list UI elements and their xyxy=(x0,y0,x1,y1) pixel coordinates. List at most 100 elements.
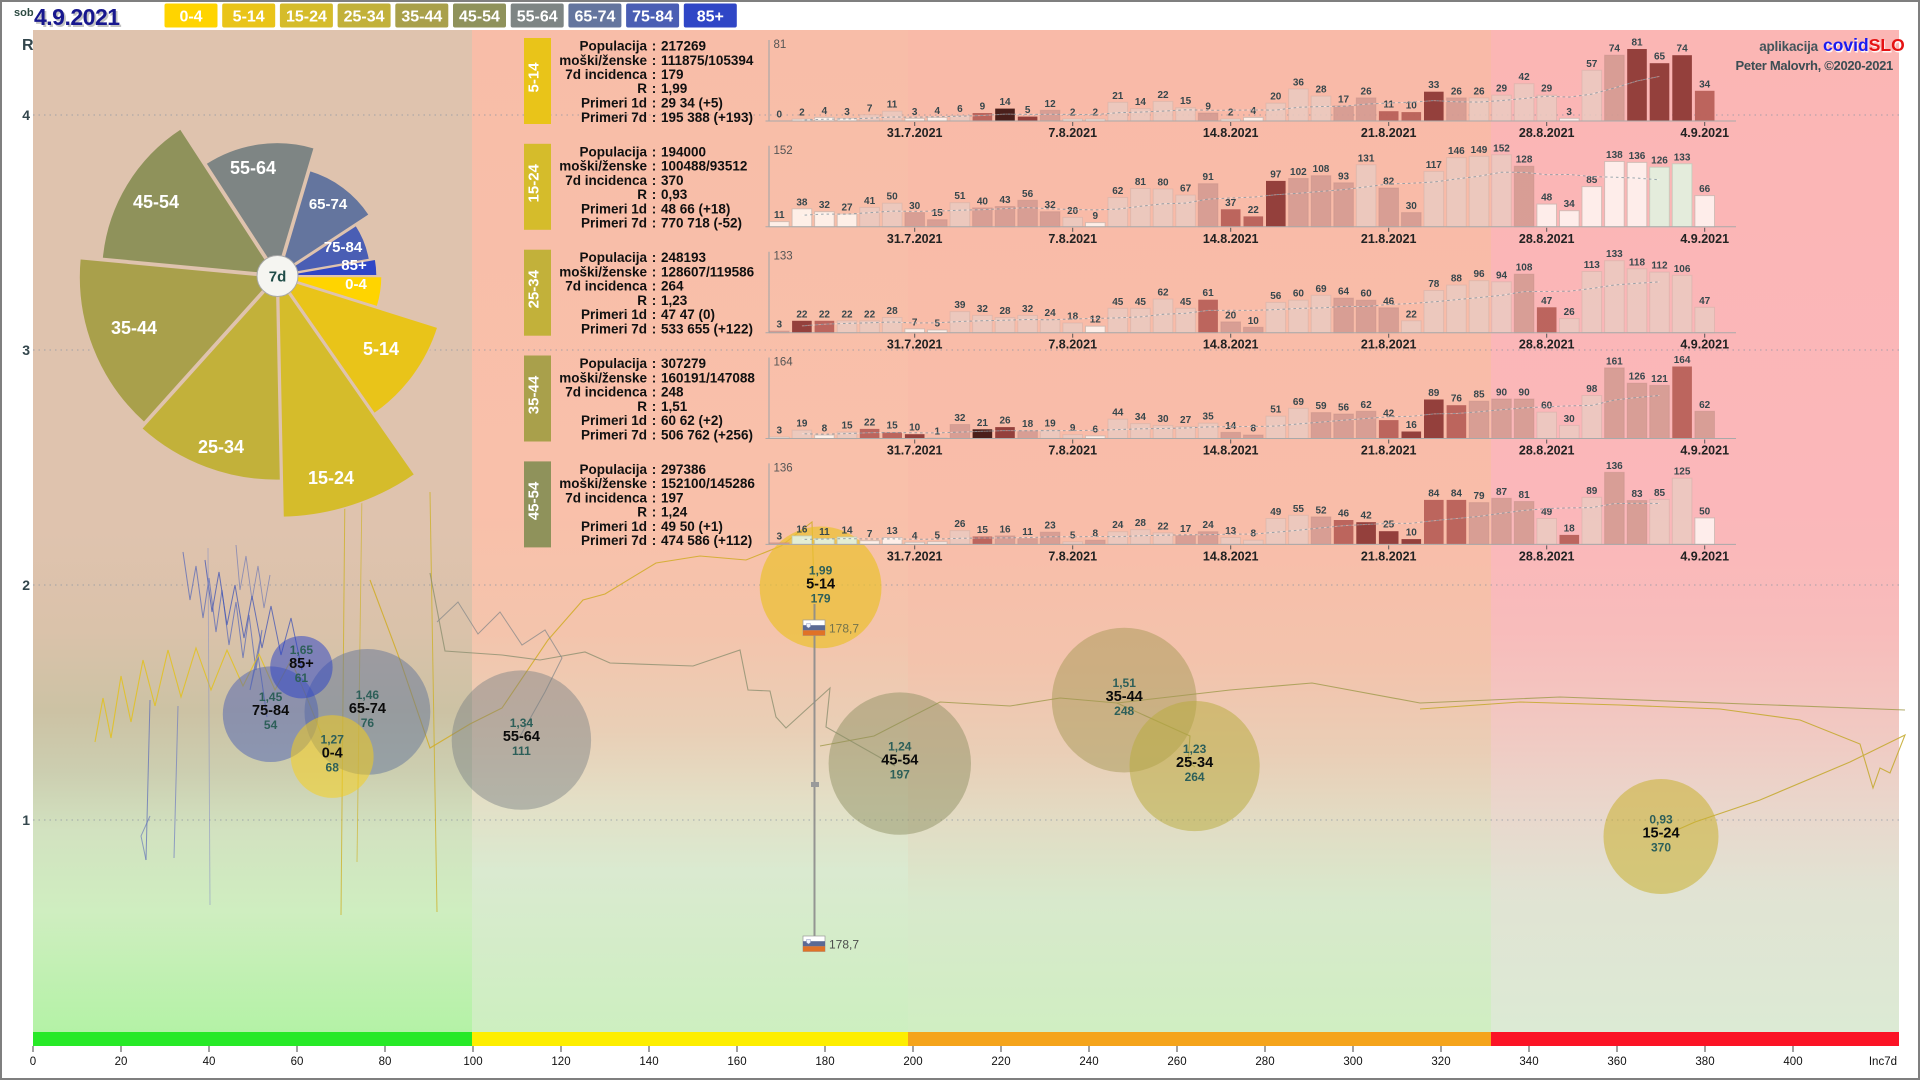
svg-text:32: 32 xyxy=(1022,304,1034,315)
svg-text:32: 32 xyxy=(1045,200,1057,211)
svg-text:136: 136 xyxy=(1606,461,1623,472)
svg-text:474 586 (+112): 474 586 (+112) xyxy=(661,533,752,548)
svg-text:131: 131 xyxy=(1358,153,1375,164)
svg-text:60 62 (+2): 60 62 (+2) xyxy=(661,413,723,428)
svg-text:18: 18 xyxy=(1564,523,1576,534)
svg-text:264: 264 xyxy=(661,279,684,294)
svg-text:10: 10 xyxy=(1248,316,1260,327)
svg-text:16: 16 xyxy=(796,524,808,535)
svg-text:30: 30 xyxy=(909,201,921,212)
svg-text:31.7.2021: 31.7.2021 xyxy=(887,232,943,246)
svg-text::: : xyxy=(652,53,657,68)
svg-text:68: 68 xyxy=(326,761,340,775)
svg-text:55-64: 55-64 xyxy=(230,158,276,178)
svg-text:54: 54 xyxy=(264,718,278,732)
svg-text:11: 11 xyxy=(819,527,830,538)
svg-text:15-24: 15-24 xyxy=(308,468,354,488)
svg-text::: : xyxy=(652,144,657,159)
svg-text:26: 26 xyxy=(954,519,966,530)
svg-text:45: 45 xyxy=(1112,297,1124,308)
svg-text:30: 30 xyxy=(1564,414,1576,425)
svg-text:15: 15 xyxy=(841,421,853,432)
svg-text:4.9.2021: 4.9.2021 xyxy=(34,4,120,30)
svg-text:112: 112 xyxy=(1651,261,1668,272)
svg-text:67: 67 xyxy=(1180,184,1192,195)
svg-text:4: 4 xyxy=(912,531,918,542)
svg-text:4: 4 xyxy=(822,106,828,117)
svg-text:55-64: 55-64 xyxy=(517,9,558,26)
svg-text:7d incidenca: 7d incidenca xyxy=(565,279,647,294)
svg-text:29: 29 xyxy=(1541,84,1553,95)
svg-text:45-54: 45-54 xyxy=(881,753,918,769)
svg-text:44: 44 xyxy=(1112,408,1124,419)
svg-text:65-74: 65-74 xyxy=(309,196,348,213)
svg-text::: : xyxy=(652,427,657,442)
svg-text::: : xyxy=(652,81,657,96)
svg-text:25-34: 25-34 xyxy=(198,437,244,457)
svg-text:117: 117 xyxy=(1426,160,1443,171)
svg-text:Primeri 1d: Primeri 1d xyxy=(581,96,647,111)
svg-text::: : xyxy=(652,413,657,428)
svg-text:28: 28 xyxy=(1315,85,1327,96)
svg-text:152: 152 xyxy=(1493,143,1510,154)
svg-text:33: 33 xyxy=(1428,80,1440,91)
svg-text:65-74: 65-74 xyxy=(574,9,615,26)
svg-text:30: 30 xyxy=(1406,201,1418,212)
svg-text:51: 51 xyxy=(1270,405,1282,416)
svg-text:506 762 (+256): 506 762 (+256) xyxy=(661,427,753,442)
svg-text:3: 3 xyxy=(1566,107,1572,118)
svg-text:65-74: 65-74 xyxy=(349,701,386,717)
svg-text:26: 26 xyxy=(999,416,1011,427)
svg-text:28: 28 xyxy=(1135,518,1147,529)
svg-text:27: 27 xyxy=(841,203,853,214)
svg-text:26: 26 xyxy=(1451,86,1463,97)
svg-text::: : xyxy=(652,533,657,548)
svg-text:4.9.2021: 4.9.2021 xyxy=(1680,338,1729,352)
svg-text:56: 56 xyxy=(1270,291,1282,302)
svg-text:7.8.2021: 7.8.2021 xyxy=(1048,444,1097,458)
svg-text:9: 9 xyxy=(1205,102,1211,113)
svg-text:22: 22 xyxy=(1157,90,1169,101)
svg-text:14.8.2021: 14.8.2021 xyxy=(1203,338,1259,352)
svg-text:23: 23 xyxy=(1045,521,1057,532)
svg-text:21: 21 xyxy=(977,418,989,429)
svg-text:14: 14 xyxy=(1225,421,1237,432)
svg-text:60: 60 xyxy=(1293,289,1305,300)
svg-text:7: 7 xyxy=(867,103,873,114)
svg-text:164: 164 xyxy=(1674,355,1691,366)
svg-text::: : xyxy=(652,39,657,54)
svg-text::: : xyxy=(652,67,657,82)
svg-text:102: 102 xyxy=(1290,167,1307,178)
svg-text:16: 16 xyxy=(1406,420,1418,431)
svg-text:121: 121 xyxy=(1651,374,1668,385)
svg-text:25-34: 25-34 xyxy=(344,9,385,26)
svg-text:360: 360 xyxy=(1607,1056,1626,1068)
svg-text:51: 51 xyxy=(954,191,966,202)
svg-text:15: 15 xyxy=(932,208,944,219)
svg-text:19: 19 xyxy=(1045,419,1057,430)
svg-text:164: 164 xyxy=(774,357,794,369)
svg-text:83: 83 xyxy=(1631,489,1643,500)
svg-text:22: 22 xyxy=(796,309,808,320)
svg-text:146: 146 xyxy=(1448,146,1465,157)
svg-text:30: 30 xyxy=(1157,414,1169,425)
svg-text:1,23: 1,23 xyxy=(661,293,688,308)
svg-text:Primeri 1d: Primeri 1d xyxy=(581,519,647,534)
svg-text:32: 32 xyxy=(954,413,966,424)
svg-text:22: 22 xyxy=(1406,309,1418,320)
svg-text:4.9.2021: 4.9.2021 xyxy=(1680,126,1729,140)
svg-text:89: 89 xyxy=(1428,388,1440,399)
svg-text:7d incidenca: 7d incidenca xyxy=(565,67,647,82)
svg-text:covidSLO: covidSLO xyxy=(1824,37,1906,57)
svg-text:Populacija: Populacija xyxy=(579,356,647,371)
svg-text:7: 7 xyxy=(867,529,873,540)
svg-text:1: 1 xyxy=(22,812,30,828)
svg-text:14: 14 xyxy=(1135,97,1147,108)
svg-text:14.8.2021: 14.8.2021 xyxy=(1203,126,1259,140)
svg-text:moški/ženske: moški/ženske xyxy=(559,370,647,385)
svg-text:9: 9 xyxy=(980,102,986,113)
svg-text:133: 133 xyxy=(1674,152,1691,163)
svg-text:152100/145286: 152100/145286 xyxy=(661,476,755,491)
svg-text:106: 106 xyxy=(1674,264,1691,275)
svg-text::: : xyxy=(652,187,657,202)
